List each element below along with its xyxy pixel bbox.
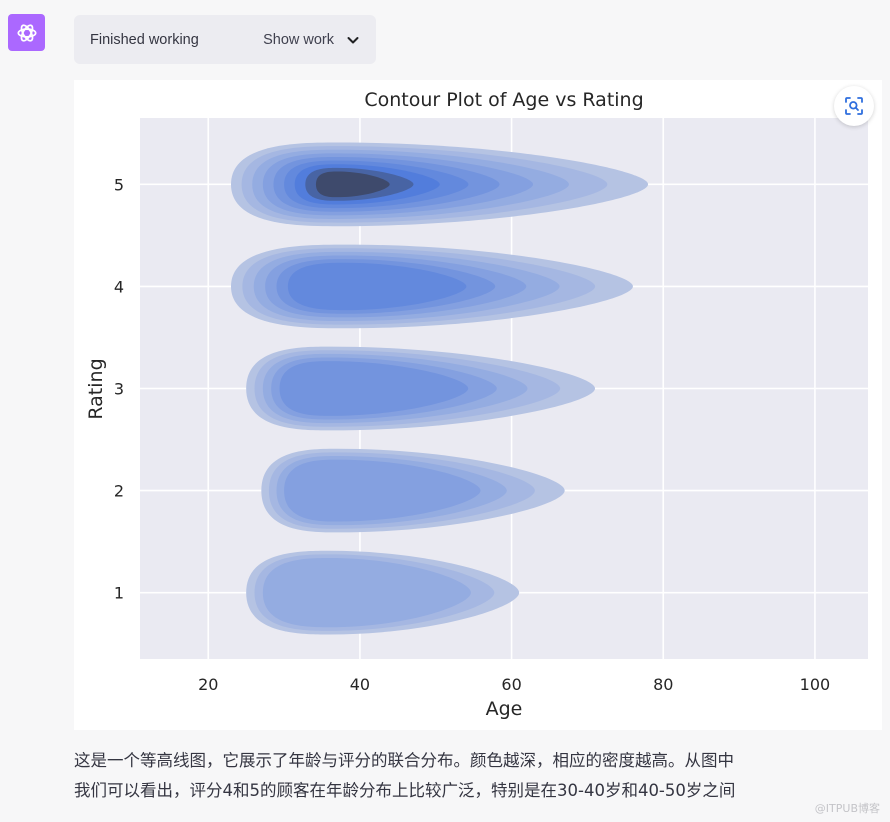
x-tick-label: 60 [501, 675, 521, 694]
x-tick-labels: 20 40 60 80 100 [198, 675, 830, 694]
assistant-avatar [8, 14, 45, 51]
y-tick-label: 5 [114, 175, 124, 194]
openai-logo-icon [16, 23, 37, 42]
x-axis-label: Age [486, 698, 523, 720]
show-work-label: Show work [263, 31, 334, 48]
focus-zoom-icon [845, 97, 863, 115]
show-work-button[interactable]: Show work [263, 32, 360, 48]
x-tick-label: 20 [198, 675, 218, 694]
x-tick-label: 100 [800, 675, 831, 694]
contour-layer [231, 142, 649, 635]
assistant-message: 这是一个等高线图，它展示了年龄与评分的联合分布。颜色越深，相应的密度越高。从图中… [74, 746, 886, 806]
message-line: 这是一个等高线图，它展示了年龄与评分的联合分布。颜色越深，相应的密度越高。从图中 [74, 751, 734, 770]
contour-band [315, 171, 390, 198]
status-label: Finished working [90, 31, 199, 48]
y-axis-label: Rating [85, 358, 107, 419]
y-tick-label: 2 [114, 482, 124, 501]
contour-band [284, 459, 481, 522]
contour-chart: Contour Plot of Age vs Rating 20 40 60 80 10… [85, 89, 868, 720]
message-line: 我们可以看出，评分4和5的顾客在年龄分布上比较广泛，特别是在30-40岁和40-… [74, 781, 736, 800]
x-tick-label: 80 [653, 675, 673, 694]
chart-title: Contour Plot of Age vs Rating [364, 89, 643, 111]
y-tick-labels: 1 2 3 4 5 [114, 175, 124, 602]
zoom-chart-button[interactable] [834, 86, 874, 126]
y-tick-label: 1 [114, 584, 124, 603]
y-tick-label: 4 [114, 277, 124, 296]
contour-band [279, 361, 469, 416]
y-tick-label: 3 [114, 380, 124, 399]
contour-band [262, 558, 471, 628]
contour-band [287, 262, 467, 311]
x-tick-label: 40 [350, 675, 370, 694]
chevron-down-icon [347, 36, 359, 43]
work-status-bar: Finished working Show work [74, 15, 376, 64]
chart-card: Contour Plot of Age vs Rating 20 40 60 80 10… [74, 80, 882, 730]
watermark-text: @ITPUB博客 [814, 802, 880, 815]
